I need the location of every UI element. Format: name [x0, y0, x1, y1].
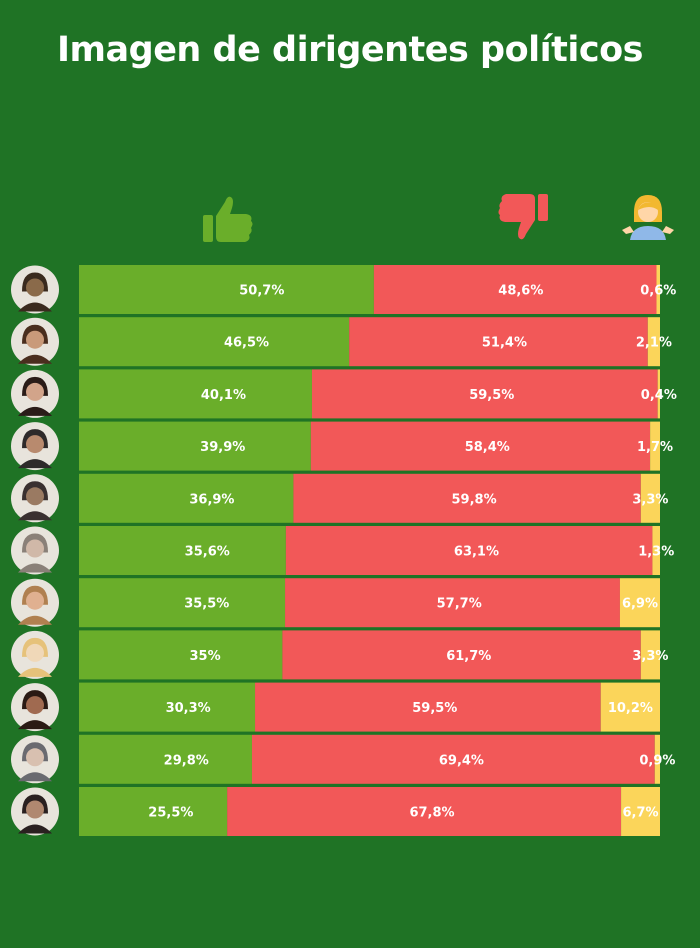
- bar-negative: [293, 473, 641, 523]
- bar-negative: [373, 265, 657, 314]
- label-neutral: 1,7%: [637, 440, 673, 455]
- bar-neutral: [654, 734, 660, 784]
- bar-neutral: [640, 473, 660, 523]
- avatar-face: [26, 382, 44, 401]
- label-neutral: 1,3%: [638, 545, 674, 560]
- bar-negative: [255, 682, 601, 732]
- label-neutral: 3,3%: [632, 649, 668, 664]
- bar-positive: [79, 734, 252, 784]
- thumbs-down-icon: [498, 194, 548, 240]
- label-negative: 59,5%: [412, 701, 457, 716]
- label-neutral: 10,2%: [608, 701, 653, 716]
- avatar-body: [18, 667, 52, 677]
- label-negative: 67,8%: [409, 806, 454, 821]
- label-positive: 35,6%: [185, 545, 230, 560]
- bar-positive: [79, 578, 286, 628]
- avatar-body: [18, 720, 52, 730]
- bar-positive: [79, 682, 256, 732]
- avatar-face: [26, 487, 44, 506]
- person-shrugging-icon: [622, 195, 674, 240]
- label-positive: 35%: [190, 649, 221, 664]
- label-positive: 29,8%: [164, 753, 209, 768]
- label-neutral: 0,9%: [639, 753, 675, 768]
- thumbs-up-icon: [203, 196, 253, 242]
- label-negative: 61,7%: [446, 649, 491, 664]
- avatar-face: [26, 748, 44, 767]
- bar-negative: [227, 787, 622, 836]
- label-negative: 48,6%: [498, 284, 543, 299]
- avatar-body: [18, 354, 52, 364]
- label-neutral: 3,3%: [632, 492, 668, 507]
- avatar-body: [18, 302, 52, 312]
- bar-neutral: [657, 369, 660, 419]
- label-negative: 57,7%: [437, 597, 482, 612]
- label-neutral: 2,1%: [636, 336, 672, 351]
- label-positive: 35,5%: [184, 597, 229, 612]
- bar-positive: [79, 526, 286, 575]
- bar-positive: [79, 265, 374, 314]
- bar-positive: [79, 630, 283, 680]
- avatar-face: [26, 278, 44, 297]
- bar-negative: [285, 526, 653, 575]
- bar-negative: [349, 317, 648, 367]
- bar-negative: [251, 734, 655, 784]
- avatar-body: [18, 563, 52, 573]
- label-positive: 46,5%: [224, 336, 269, 351]
- chart-title: Imagen de dirigentes políticos: [57, 30, 643, 70]
- bar-negative: [282, 630, 641, 680]
- avatar-face: [26, 800, 44, 819]
- bar-negative: [285, 578, 620, 628]
- bar-positive: [79, 473, 294, 523]
- avatar-face: [26, 696, 44, 715]
- avatar-body: [18, 406, 52, 416]
- label-neutral: 6,7%: [623, 806, 659, 821]
- bar-negative: [311, 369, 658, 419]
- avatar-face: [26, 539, 44, 558]
- bar-neutral: [619, 578, 660, 628]
- label-negative: 59,8%: [452, 492, 497, 507]
- bar-neutral: [640, 630, 660, 680]
- label-positive: 40,1%: [201, 388, 246, 403]
- bar-positive: [79, 317, 350, 367]
- label-positive: 25,5%: [148, 806, 193, 821]
- bar-neutral: [656, 265, 660, 314]
- bar-neutral: [647, 317, 660, 367]
- avatar-face: [26, 643, 44, 662]
- label-neutral: 0,4%: [641, 388, 677, 403]
- avatar-face: [26, 435, 44, 454]
- avatar-body: [18, 824, 52, 834]
- bar-negative: [310, 421, 651, 471]
- avatar-body: [18, 511, 52, 521]
- label-neutral: 6,9%: [622, 597, 658, 612]
- label-negative: 63,1%: [454, 545, 499, 560]
- bar-neutral: [650, 421, 660, 471]
- label-positive: 36,9%: [189, 492, 234, 507]
- bar-positive: [79, 787, 228, 836]
- avatar-face: [26, 591, 44, 610]
- label-negative: 59,5%: [469, 388, 514, 403]
- label-neutral: 0,6%: [640, 284, 676, 299]
- avatar-body: [18, 772, 52, 782]
- avatar-body: [18, 459, 52, 469]
- label-positive: 30,3%: [166, 701, 211, 716]
- bar-neutral: [600, 682, 660, 732]
- label-positive: 50,7%: [239, 284, 284, 299]
- label-negative: 51,4%: [482, 336, 527, 351]
- bar-neutral: [652, 526, 660, 575]
- label-positive: 39,9%: [200, 440, 245, 455]
- avatar-body: [18, 615, 52, 625]
- bar-neutral: [621, 787, 660, 836]
- label-negative: 69,4%: [439, 753, 484, 768]
- label-negative: 58,4%: [465, 440, 510, 455]
- bar-positive: [79, 421, 311, 471]
- bar-positive: [79, 369, 312, 419]
- avatar-face: [26, 330, 44, 349]
